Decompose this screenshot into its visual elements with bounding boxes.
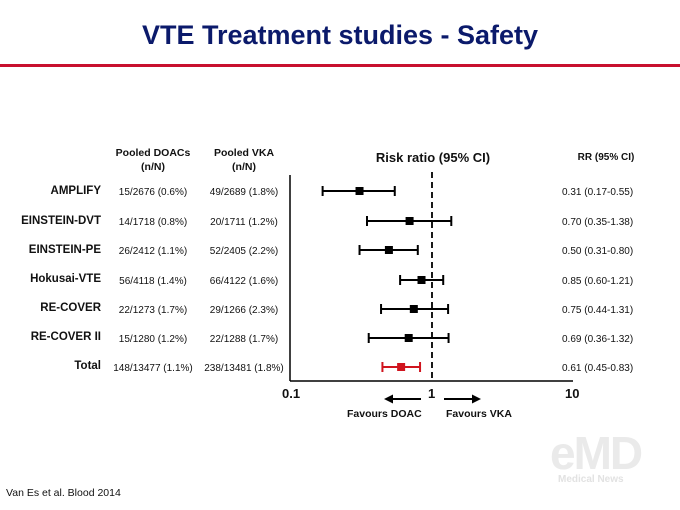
doac-cell-re-cover-ii: 15/1280 (1.2%) xyxy=(118,334,188,345)
study-label-einstein-dvt: EINSTEIN-DVT xyxy=(21,215,101,227)
study-label-einstein-pe: EINSTEIN-PE xyxy=(28,244,101,256)
x-tick-1: 1 xyxy=(428,386,436,401)
slide-title: VTE Treatment studies - Safety xyxy=(141,20,539,50)
estimate-marker-einstein-dvt xyxy=(405,217,414,225)
x-tick-10: 10 xyxy=(565,386,580,401)
study-label-total: Total xyxy=(74,360,101,372)
estimate-marker-re-cover-ii xyxy=(404,334,413,342)
vka-cell-amplify: 49/2689 (1.8%) xyxy=(209,187,279,198)
estimate-marker-hokusai-vte xyxy=(417,276,426,284)
favours-vka-label: Favours VKA xyxy=(446,408,512,420)
study-label-re-cover-ii: RE-COVER II xyxy=(30,331,101,343)
title-divider xyxy=(0,64,680,67)
doac-header-line2: (n/N) xyxy=(141,161,165,173)
doac-cell-einstein-dvt: 14/1718 (0.8%) xyxy=(118,217,188,228)
rr-cell-re-cover-ii: 0.69 (0.36-1.32) xyxy=(562,334,634,345)
doac-cell-hokusai-vte: 56/4118 (1.4%) xyxy=(119,276,187,287)
study-label-hokusai-vte: Hokusai-VTE xyxy=(30,273,101,285)
vka-cell-hokusai-vte: 66/4122 (1.6%) xyxy=(209,276,279,287)
vka-header-line1: Pooled VKA xyxy=(213,147,275,159)
study-label-amplify: AMPLIFY xyxy=(50,185,101,197)
rr-column-header: RR (95% CI) xyxy=(577,152,635,163)
vka-cell-einstein-pe: 52/2405 (2.2%) xyxy=(209,246,279,257)
rr-cell-einstein-pe: 0.50 (0.31-0.80) xyxy=(562,246,634,257)
plot-title: Risk ratio (95% CI) xyxy=(375,150,491,165)
vka-cell-total: 238/13481 (1.8%) xyxy=(204,363,284,374)
estimate-marker-einstein-pe xyxy=(384,246,393,254)
forest-marks xyxy=(321,186,453,372)
doac-cell-total: 148/13477 (1.1%) xyxy=(113,363,193,374)
logo-main-text: eMD xyxy=(550,427,643,479)
doac-header-line1: Pooled DOACs xyxy=(115,147,191,159)
source-citation: Van Es et al. Blood 2014 xyxy=(6,487,121,499)
favours-doac-label: Favours DOAC xyxy=(347,408,422,420)
emd-logo: eMD Medical News xyxy=(550,426,660,496)
rr-cell-amplify: 0.31 (0.17-0.55) xyxy=(562,187,634,198)
vka-cell-einstein-dvt: 20/1711 (1.2%) xyxy=(210,217,278,228)
vka-column-header: Pooled VKA (n/N) xyxy=(203,146,285,174)
rr-cell-total: 0.61 (0.45-0.83) xyxy=(562,363,634,374)
doac-column-header: Pooled DOACs (n/N) xyxy=(112,146,194,174)
vka-header-line2: (n/N) xyxy=(232,161,256,173)
doac-cell-amplify: 15/2676 (0.6%) xyxy=(118,187,188,198)
rr-cell-re-cover: 0.75 (0.44-1.31) xyxy=(562,305,634,316)
doac-cell-einstein-pe: 26/2412 (1.1%) xyxy=(118,246,188,257)
estimate-marker-amplify xyxy=(355,187,364,195)
rr-cell-hokusai-vte: 0.85 (0.60-1.21) xyxy=(562,276,634,287)
doac-cell-re-cover: 22/1273 (1.7%) xyxy=(118,305,188,316)
study-label-re-cover: RE-COVER xyxy=(40,302,101,314)
favours-doac-arrowhead xyxy=(384,394,393,404)
logo-sub-text: Medical News xyxy=(558,474,624,485)
rr-cell-einstein-dvt: 0.70 (0.35-1.38) xyxy=(562,217,634,228)
estimate-marker-total xyxy=(397,363,406,371)
x-tick-0-1: 0.1 xyxy=(282,386,301,401)
vka-cell-re-cover: 29/1266 (2.3%) xyxy=(209,305,279,316)
favours-vka-arrowhead xyxy=(472,394,481,404)
estimate-marker-re-cover xyxy=(409,305,418,313)
vka-cell-re-cover-ii: 22/1288 (1.7%) xyxy=(209,334,279,345)
